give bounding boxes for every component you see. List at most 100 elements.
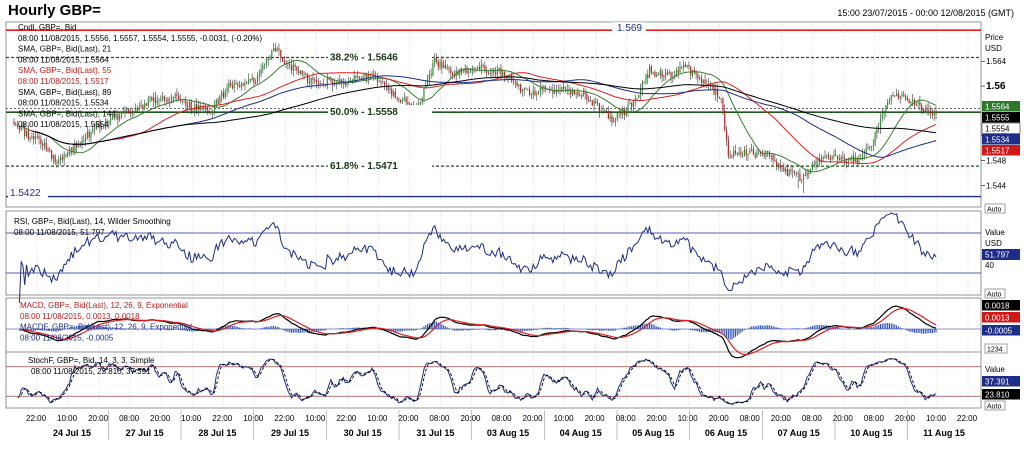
- candle-body: [34, 136, 37, 140]
- candle-body: [552, 89, 554, 94]
- candle-body: [192, 110, 194, 112]
- candle-body: [423, 88, 425, 99]
- fib-label: 38.2% - 1.5646: [330, 53, 398, 64]
- candle-body: [876, 128, 878, 134]
- candle-body: [439, 61, 441, 68]
- candle-body: [570, 90, 572, 95]
- candle-body: [176, 94, 178, 97]
- candle-body: [144, 103, 146, 109]
- price-axis-unit: USD: [985, 44, 1002, 53]
- right-axis: PriceUSD1.5641.561.5521.5481.5441.55641.…: [981, 33, 1021, 411]
- candle-body: [204, 106, 207, 109]
- candle-body: [219, 96, 221, 104]
- candle-body: [29, 137, 31, 139]
- candle-body: [274, 48, 276, 52]
- candle-body: [292, 64, 294, 71]
- candle-body: [314, 79, 316, 81]
- candle-body: [20, 126, 22, 130]
- candle-body: [713, 86, 715, 95]
- fib-label: 50.0% - 1.5558: [330, 107, 398, 118]
- candle-body: [462, 71, 464, 73]
- candle-body: [695, 72, 697, 75]
- candle-body: [817, 159, 819, 162]
- candle-body: [887, 102, 889, 106]
- candle-body: [40, 138, 42, 144]
- candle-body: [831, 156, 833, 160]
- candle-body: [700, 78, 703, 83]
- candle-body: [919, 101, 921, 106]
- candle-body: [190, 102, 192, 112]
- candle-body: [577, 91, 579, 96]
- date-tick-label: 29 Jul 15: [271, 428, 309, 438]
- candle-body: [930, 110, 932, 114]
- candle-body: [648, 66, 651, 78]
- candle-body: [77, 146, 80, 148]
- candle-body: [231, 85, 234, 89]
- candle-body: [58, 159, 60, 164]
- candle-body: [426, 80, 429, 86]
- price-legend-line: 08:00 11/08/2015, 1.5517: [18, 77, 109, 86]
- candle-body: [643, 81, 645, 83]
- candle-body: [446, 67, 448, 69]
- date-tick-label: 06 Aug 15: [705, 428, 747, 438]
- candle-body: [188, 102, 191, 108]
- candle-body: [174, 94, 176, 98]
- candle-body: [448, 67, 450, 70]
- candle-body: [883, 112, 885, 115]
- sma-21-line: [21, 59, 937, 173]
- candle-body: [521, 90, 524, 93]
- candle-body: [656, 74, 658, 77]
- candle-body: [178, 96, 180, 100]
- candle-body: [910, 101, 912, 104]
- price-value-box: [982, 145, 1020, 156]
- candle-body: [917, 101, 919, 104]
- candle-body: [271, 51, 273, 56]
- candle-body: [140, 105, 142, 108]
- candle-body: [702, 79, 704, 83]
- candle-body: [43, 142, 46, 146]
- candle-body: [398, 99, 400, 100]
- fib-label: 61.8% - 1.5471: [330, 161, 398, 172]
- candle-body: [566, 89, 568, 90]
- candle-body: [539, 87, 541, 92]
- candle-body: [699, 77, 701, 79]
- time-tick-label: 08:00: [802, 414, 823, 423]
- candle-body: [303, 73, 305, 75]
- candle-body: [113, 115, 115, 118]
- candle-body: [829, 158, 831, 160]
- candle-body: [663, 75, 665, 77]
- candle-body: [613, 120, 615, 123]
- candle-body: [833, 154, 835, 157]
- candle-body: [759, 151, 762, 154]
- candle-body: [333, 84, 336, 86]
- candle-body: [362, 76, 364, 79]
- candle-body: [727, 140, 729, 156]
- candle-body: [353, 75, 355, 81]
- candle-body: [351, 80, 353, 81]
- macd-value-label: 0.0018: [985, 301, 1010, 310]
- stoch-auto-button-label: Auto: [987, 404, 1002, 411]
- candle-body: [312, 78, 314, 80]
- candle-body: [183, 100, 185, 102]
- price-value-box-label: 1.5554: [985, 124, 1010, 133]
- rsi-tick-label: 40: [985, 261, 994, 270]
- candle-body: [801, 179, 803, 181]
- candle-body: [92, 129, 94, 133]
- candle-body: [272, 48, 275, 52]
- fib-label-bg: [328, 159, 432, 172]
- candle-body: [607, 111, 609, 119]
- candle-body: [906, 98, 908, 101]
- candle-body: [668, 72, 670, 74]
- candle-body: [847, 160, 849, 163]
- candle-body: [403, 97, 405, 101]
- candle-body: [561, 87, 563, 91]
- candle-body: [772, 155, 774, 160]
- candle-body: [289, 64, 291, 66]
- candle-body: [371, 73, 373, 75]
- candle-body: [407, 102, 409, 105]
- price-value-box-label: 1.5517: [985, 146, 1010, 155]
- candle-body: [529, 90, 531, 95]
- candle-body: [357, 76, 359, 78]
- sma-144-line: [35, 76, 937, 145]
